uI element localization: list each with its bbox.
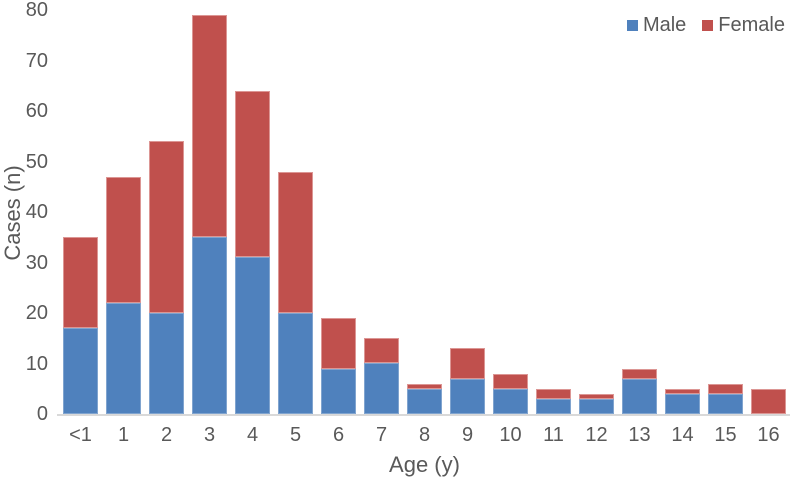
- x-tick-label: 3: [203, 424, 216, 446]
- x-tick-label: 9: [461, 424, 474, 446]
- bar-segment-female-age-7: [364, 338, 399, 363]
- bar-segment-male-age-8: [407, 389, 442, 414]
- bar-segment-male-age-14: [665, 394, 700, 414]
- bar-segment-male-age-11: [536, 399, 571, 414]
- y-tick-label: 20: [25, 302, 48, 324]
- x-tick-label: 5: [289, 424, 302, 446]
- bar-segment-male-age-6: [321, 369, 356, 414]
- bar-segment-male-age-7: [364, 363, 399, 414]
- bar-segment-male-age-9: [450, 379, 485, 414]
- x-tick-label: 15: [714, 424, 737, 446]
- bar-segment-male-age-15: [708, 394, 743, 414]
- y-tick-label: 30: [25, 252, 48, 274]
- y-tick-label: 50: [25, 151, 48, 173]
- bar-segment-female-age-12: [579, 394, 614, 399]
- bar-segment-female-age-5: [278, 172, 313, 313]
- legend-label: Female: [718, 14, 785, 36]
- x-tick-label: 4: [246, 424, 259, 446]
- bar-segment-male-age-3: [192, 237, 227, 414]
- bar-segment-female-age-16: [751, 389, 786, 414]
- bar-segment-male-age-4: [235, 257, 270, 414]
- x-tick-label: 6: [332, 424, 345, 446]
- x-tick-label: 8: [418, 424, 431, 446]
- y-tick-label: 80: [25, 0, 48, 21]
- legend: Male Female: [626, 14, 785, 36]
- bar-segment-male-age-5: [278, 313, 313, 414]
- x-axis-line: [57, 414, 790, 416]
- y-tick-label: 0: [36, 403, 48, 425]
- legend-item-male: Male: [626, 14, 687, 36]
- x-axis-title: Age (y): [389, 452, 460, 477]
- y-tick-label: 60: [25, 100, 48, 122]
- y-tick-label: 40: [25, 201, 48, 223]
- legend-item-female: Female: [702, 14, 785, 36]
- y-tick-label: 10: [25, 353, 48, 375]
- bar-segment-female-age-9: [450, 348, 485, 379]
- legend-swatch-male: [626, 19, 638, 31]
- bar-segment-female-age-8: [407, 384, 442, 389]
- bar-segment-female-age-4: [235, 91, 270, 257]
- legend-swatch-female: [702, 19, 714, 31]
- x-tick-label: 1: [117, 424, 130, 446]
- bar-segment-female-age-15: [708, 384, 743, 394]
- x-tick-label: 16: [757, 424, 780, 446]
- bar-segment-male-age-13: [622, 379, 657, 414]
- x-tick-label: 10: [499, 424, 522, 446]
- bar-segment-female-age-6: [321, 318, 356, 369]
- x-tick-label: 13: [628, 424, 651, 446]
- bar-segment-female-age-1: [106, 177, 141, 303]
- bar-segment-female-age-11: [536, 389, 571, 399]
- x-tick-label: 12: [585, 424, 608, 446]
- bar-segment-female-age-3: [192, 15, 227, 237]
- bar-segment-male-age-lt1: [63, 328, 98, 414]
- y-tick-label: 70: [25, 50, 48, 72]
- bar-segment-female-age-10: [493, 374, 528, 389]
- bar-segment-female-age-14: [665, 389, 700, 394]
- bar-segment-male-age-10: [493, 389, 528, 414]
- bar-segment-male-age-1: [106, 303, 141, 414]
- x-tick-label: 14: [671, 424, 694, 446]
- bar-segment-male-age-2: [149, 313, 184, 414]
- x-tick-label: 11: [543, 424, 564, 446]
- x-tick-label: 7: [375, 424, 388, 446]
- bar-segment-female-age-lt1: [63, 237, 98, 328]
- bar-segment-female-age-2: [149, 141, 184, 313]
- x-tick-label: 2: [160, 424, 173, 446]
- bar-segment-male-age-12: [579, 399, 614, 414]
- bar-segment-female-age-13: [622, 369, 657, 379]
- x-tick-label: <1: [69, 424, 92, 446]
- legend-label: Male: [642, 14, 687, 36]
